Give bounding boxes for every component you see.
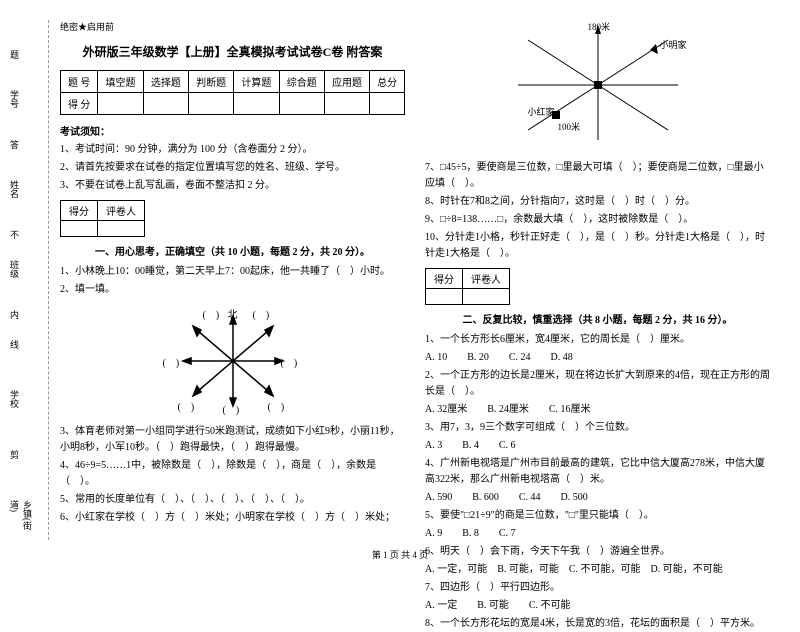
compass-b3: ( )	[163, 354, 180, 369]
notice-1: 1、考试时间：90 分钟，满分为 100 分（含卷面分 2 分）。	[60, 142, 405, 158]
compass-b6: ( )	[223, 401, 240, 416]
position-diagram: 小红家 小明家 180米 100米	[498, 20, 698, 150]
th-choice: 选择题	[143, 71, 188, 93]
notice-3: 3、不要在试卷上乱写乱画，卷面不整洁扣 2 分。	[60, 178, 405, 194]
th-calc: 计算题	[234, 71, 279, 93]
right-column: 小红家 小明家 180米 100米 7、□45÷5，要使商是三位数，□里最大可填…	[425, 20, 770, 555]
notice-head: 考试须知：	[60, 123, 405, 138]
diag-hong: 小红家	[528, 105, 555, 118]
left-column: 绝密★启用前 外研版三年级数学【上册】全真模拟考试试卷C卷 附答案 题 号 填空…	[60, 20, 405, 555]
side-in: 内	[8, 310, 21, 319]
compass-b2: ( )	[253, 306, 270, 321]
mini-score-2: 得分	[426, 269, 463, 289]
side-cut: 剪	[8, 450, 21, 459]
th-total: 总分	[370, 71, 405, 93]
s2q2: 2、一个正方形的边长是2厘米，现在将边长扩大到原来的4倍，现在正方形的周长是（ …	[425, 368, 770, 400]
side-ti: 题	[8, 50, 21, 59]
grader-table-2: 得分评卷人	[425, 268, 510, 305]
s2q1o: A. 10 B. 20 C. 24 D. 48	[425, 350, 770, 366]
side-no: 不	[8, 230, 21, 239]
s2q3: 3、用7，3，9三个数字可组成（ ）个三位数。	[425, 420, 770, 436]
s2q7: 7、四边形（ ）平行四边形。	[425, 580, 770, 596]
side-id: 学号	[8, 90, 21, 108]
side-school: 学校	[8, 390, 21, 408]
compass-b7: ( )	[268, 398, 285, 413]
mini-grader: 评卷人	[98, 201, 145, 221]
section1-title: 一、用心思考，正确填空（共 10 小题，每题 2 分，共 20 分）。	[60, 243, 405, 258]
q2: 2、填一填。	[60, 282, 405, 298]
section2-title: 二、反复比较，慎重选择（共 8 小题，每题 2 分，共 16 分）。	[425, 311, 770, 326]
th-app: 应用题	[324, 71, 369, 93]
s2q5o: A. 9 B. 8 C. 7	[425, 526, 770, 542]
s2q2o: A. 32厘米 B. 24厘米 C. 16厘米	[425, 402, 770, 418]
th-fill: 填空题	[98, 71, 143, 93]
th-num: 题 号	[61, 71, 98, 93]
td-score: 得 分	[61, 93, 98, 115]
s2q1: 1、一个长方形长6厘米，宽4厘米，它的周长是（ ）厘米。	[425, 332, 770, 348]
mini-score: 得分	[61, 201, 98, 221]
diag-180: 180米	[588, 20, 611, 33]
s2q3o: A. 3 B. 4 C. 6	[425, 438, 770, 454]
s2q7o: A. 一定 B. 可能 C. 不可能	[425, 598, 770, 614]
side-township: 乡镇(街道)	[8, 500, 34, 530]
side-line: 线	[8, 340, 21, 349]
side-class: 班级	[8, 260, 21, 278]
exam-title: 外研版三年级数学【上册】全真模拟考试试卷C卷 附答案	[60, 43, 405, 60]
s2q4o: A. 590 B. 600 C. 44 D. 500	[425, 490, 770, 506]
diag-ming: 小明家	[660, 38, 687, 51]
page-footer: 第 1 页 共 4 页	[0, 548, 800, 561]
compass-n: 北	[228, 306, 238, 321]
mini-grader-2: 评卷人	[463, 269, 510, 289]
q8: 8、时针在7和8之间，分针指向7，这时是（ ）时（ ）分。	[425, 194, 770, 210]
binding-margin: 乡镇(街道) 剪 学校 线 内 班级 不 姓名 答 学号 题	[8, 30, 48, 530]
compass-b4: ( )	[281, 354, 298, 369]
q4: 4、46÷9=5……1中，被除数是（ ），除数是（ ），商是（ ），余数是（ ）…	[60, 458, 405, 490]
th-judge: 判断题	[188, 71, 233, 93]
side-name: 姓名	[8, 180, 21, 198]
q10: 10、分针走1小格，秒针正好走（ ），是（ ）秒。分针走1大格是（ ），时针走1…	[425, 230, 770, 262]
compass-diagram: 北 ( ) ( ) ( ) ( ) ( ) ( ) ( )	[163, 306, 303, 416]
th-comp: 综合题	[279, 71, 324, 93]
compass-b1: ( )	[203, 306, 220, 321]
s2q8: 8、一个长方形花坛的宽是4米，长是宽的3倍，花坛的面积是（ ）平方米。	[425, 616, 770, 632]
q1: 1、小林晚上10：00睡觉，第二天早上7：00起床，他一共睡了（ ）小时。	[60, 264, 405, 280]
diag-100: 100米	[558, 120, 581, 133]
q9: 9、□÷8=138……□，余数最大填（ ），这时被除数是（ ）。	[425, 212, 770, 228]
q6: 6、小红家在学校（ ）方（ ）米处；小明家在学校（ ）方（ ）米处；	[60, 510, 405, 526]
s2q4: 4、广州新电视塔是广州市目前最高的建筑，它比中信大厦高278米，中信大厦高322…	[425, 456, 770, 488]
compass-b5: ( )	[178, 398, 195, 413]
s2q6o: A. 一定，可能 B. 可能，可能 C. 不可能，可能 D. 可能，不可能	[425, 562, 770, 578]
q5: 5、常用的长度单位有（ ）、（ ）、（ ）、（ ）、（ ）。	[60, 492, 405, 508]
secret-label: 绝密★启用前	[60, 20, 405, 33]
q3: 3、体育老师对第一小组同学进行50米跑测试，成绩如下小红9秒，小丽11秒，小明8…	[60, 424, 405, 456]
score-table: 题 号 填空题 选择题 判断题 计算题 综合题 应用题 总分 得 分	[60, 70, 405, 115]
notice-2: 2、请首先按要求在试卷的指定位置填写您的姓名、班级、学号。	[60, 160, 405, 176]
side-ans: 答	[8, 140, 21, 149]
q7: 7、□45÷5，要使商是三位数，□里最大可填（ ）；要使商是二位数，□里最小应填…	[425, 160, 770, 192]
grader-table: 得分评卷人	[60, 200, 145, 237]
s2q5: 5、要使"□21÷9"的商是三位数，"□"里只能填（ ）。	[425, 508, 770, 524]
